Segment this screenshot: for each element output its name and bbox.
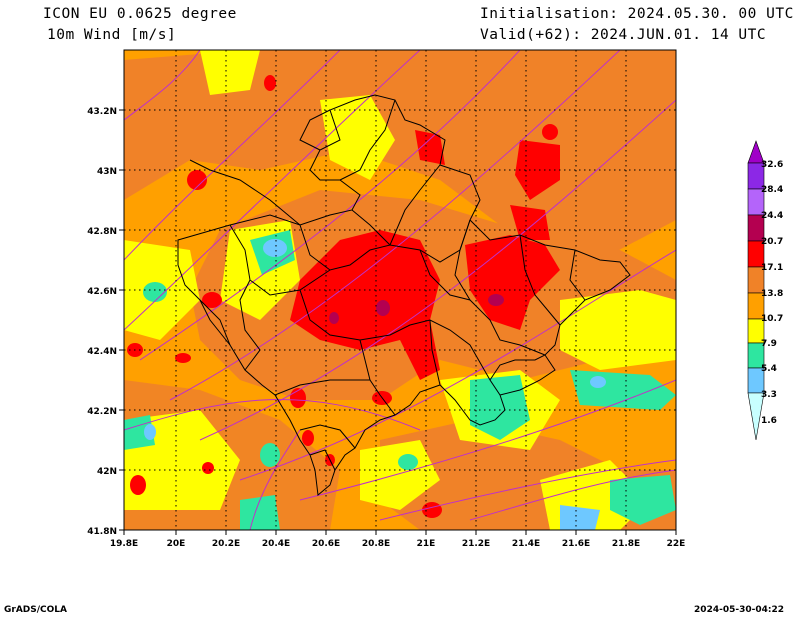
- lat-tick-label: 42.6N: [87, 287, 117, 297]
- lat-tick-label: 42.4N: [87, 347, 117, 357]
- lon-tick-label: 20.4E: [262, 539, 290, 549]
- lon-tick-label: 20.6E: [312, 539, 340, 549]
- legend-label: 20.7: [761, 237, 783, 247]
- footer-timestamp: 2024-05-30-04:22: [694, 605, 784, 615]
- variable-title: 10m Wind [m/s]: [47, 27, 177, 43]
- lon-tick-label: 21.8E: [612, 539, 640, 549]
- legend-arrow-bottom: [747, 392, 765, 441]
- lon-tick-label: 21.4E: [512, 539, 540, 549]
- lat-tick-label: 43.2N: [87, 107, 117, 117]
- lon-tick-label: 22E: [667, 539, 686, 549]
- lon-tick-label: 19.8E: [110, 539, 138, 549]
- lat-tick-label: 43N: [97, 167, 117, 177]
- footer-credit: GrADS/COLA: [4, 605, 67, 615]
- legend-label: 28.4: [761, 185, 783, 195]
- init-time: Initialisation: 2024.05.30. 00 UTC: [480, 6, 794, 22]
- legend-label: 1.6: [761, 416, 777, 426]
- color-legend: [747, 140, 765, 441]
- legend-label: 10.7: [761, 314, 783, 324]
- valid-time: Valid(+62): 2024.JUN.01. 14 UTC: [480, 27, 767, 43]
- legend-label: 32.6: [761, 160, 783, 170]
- lat-tick-label: 42.2N: [87, 407, 117, 417]
- legend-label: 24.4: [761, 211, 783, 221]
- lat-tick-label: 42.8N: [87, 227, 117, 237]
- legend-label: 13.8: [761, 289, 783, 299]
- lon-tick-label: 21E: [417, 539, 436, 549]
- legend-label: 3.3: [761, 390, 777, 400]
- lon-tick-label: 20E: [167, 539, 186, 549]
- legend-label: 17.1: [761, 263, 783, 273]
- lon-tick-label: 20.8E: [362, 539, 390, 549]
- lon-tick-label: 21.6E: [562, 539, 590, 549]
- borders: [177, 94, 631, 496]
- lon-tick-label: 20.2E: [212, 539, 240, 549]
- lat-tick-label: 41.8N: [87, 527, 117, 537]
- legend-label: 7.9: [761, 339, 777, 349]
- legend-label: 5.4: [761, 364, 777, 374]
- model-title: ICON EU 0.0625 degree: [43, 6, 237, 22]
- wind-field: [124, 50, 676, 530]
- lon-tick-label: 21.2E: [462, 539, 490, 549]
- lat-tick-label: 42N: [97, 467, 117, 477]
